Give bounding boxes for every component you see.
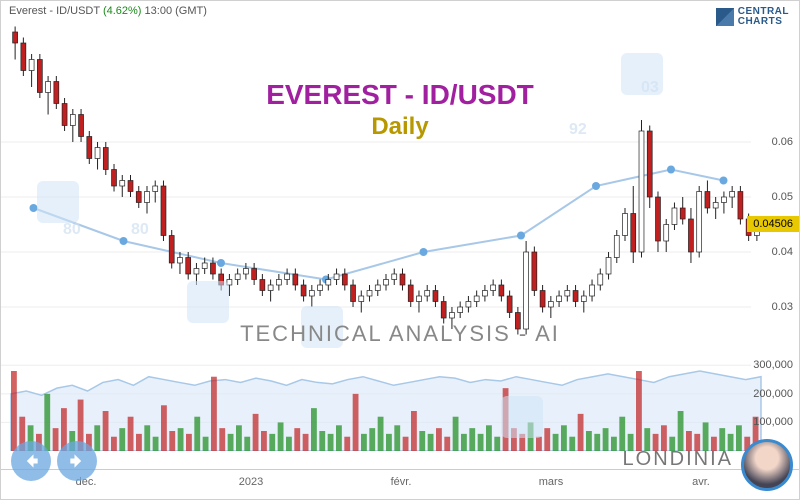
nav-next-button[interactable] [57,441,97,481]
xaxis-tick: 2023 [239,476,263,488]
watermark-icon [501,396,543,438]
x-axis: dec.2023févr.marsavr. [1,469,799,499]
watermark-number: 80 [63,221,81,239]
centralcharts-logo[interactable]: CENTRAL CHARTS [716,7,789,27]
arrow-right-icon [67,451,87,471]
technical-analysis-label: TECHNICAL ANALYSIS - AI [240,321,560,347]
price-ytick: 0.06 [772,136,793,148]
symbol-name: Everest - ID/USDT [9,5,100,17]
volume-ytick: 200,000 [753,388,793,400]
price-ytick: 0.04 [772,246,793,258]
xaxis-tick: févr. [391,476,412,488]
volume-ytick: 100,000 [753,416,793,428]
watermark-number: 80 [131,221,149,239]
watermark-icon [621,53,663,95]
logo-square-icon [716,8,734,26]
chart-title: EVEREST - ID/USDT [266,79,534,111]
price-chart[interactable]: 0.03 0.04 0.05 0.06 0.04506 [1,21,799,351]
chart-header: Everest - ID/USDT (4.62%) 13:00 (GMT) [9,5,207,17]
nav-prev-button[interactable] [11,441,51,481]
change-percent: (4.62%) [103,5,142,17]
watermark-number: 92 [569,121,587,139]
watermark-icon [37,181,79,223]
xaxis-tick: mars [539,476,563,488]
price-ytick: 0.03 [772,301,793,313]
logo-line2: CHARTS [738,17,789,27]
price-ytick: 0.05 [772,191,793,203]
xaxis-tick: avr. [692,476,710,488]
chart-timeframe: Daily [371,113,428,141]
chart-time: 13:00 (GMT) [145,5,207,17]
watermark-icon [187,281,229,323]
assistant-avatar[interactable] [741,439,793,491]
volume-chart[interactable]: 100,000 200,000 300,000 [1,351,799,451]
londinia-brand: LONDINIA [623,448,733,471]
volume-ytick: 300,000 [753,359,793,371]
arrow-left-icon [21,451,41,471]
current-price-tag: 0.04506 [747,216,799,232]
